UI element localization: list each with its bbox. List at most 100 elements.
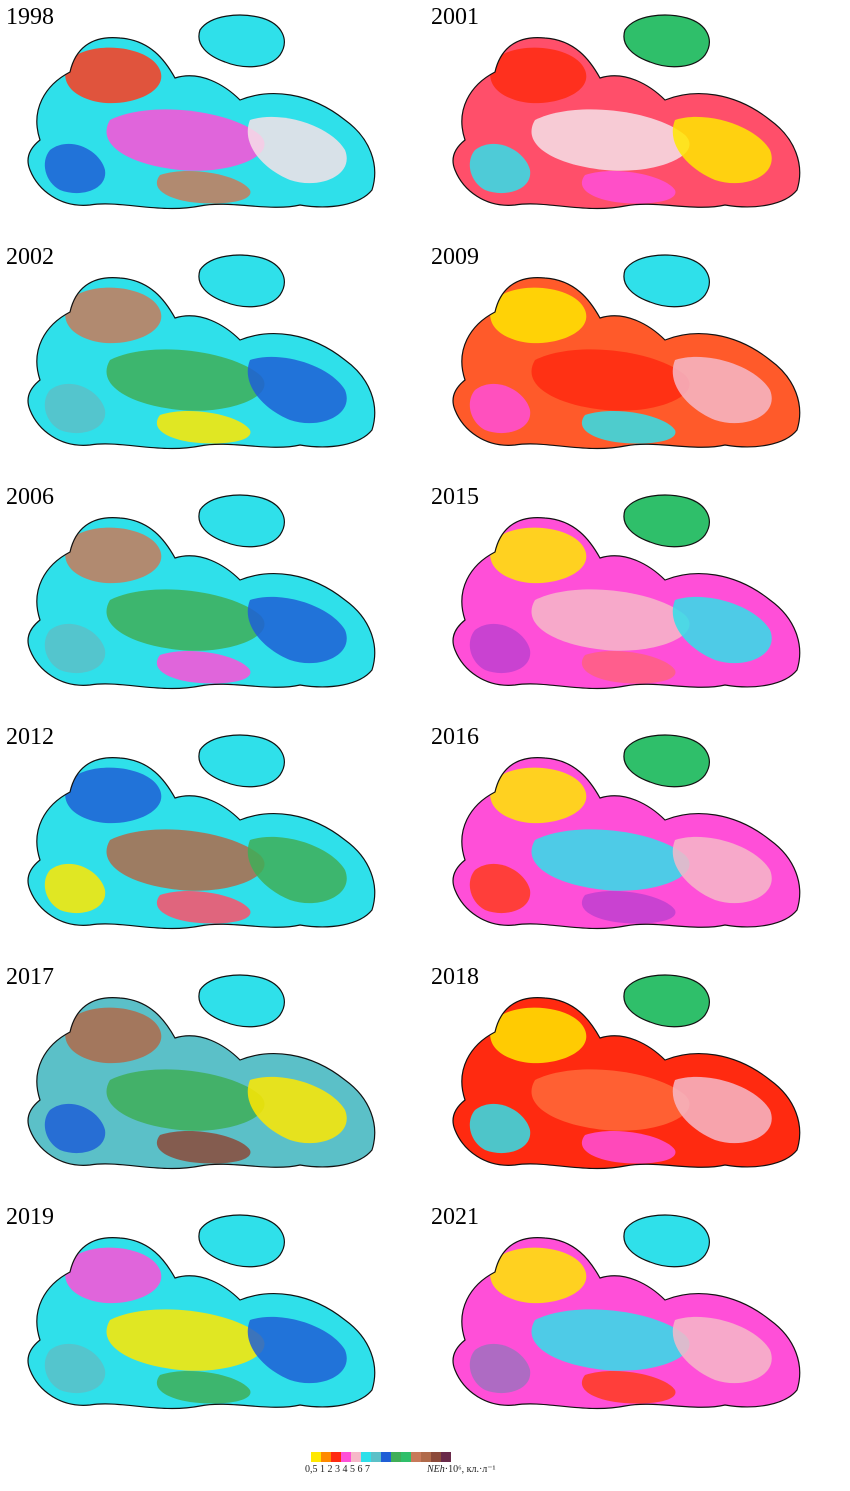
concentration-patch bbox=[44, 1343, 106, 1394]
concentration-patch bbox=[490, 767, 587, 824]
legend-swatch bbox=[421, 1452, 431, 1462]
concentration-patch bbox=[156, 170, 251, 204]
concentration-patch bbox=[581, 1130, 676, 1164]
map-panel-2012: 2012 bbox=[0, 720, 425, 960]
legend-swatch bbox=[331, 1452, 341, 1462]
year-label: 2012 bbox=[6, 724, 54, 750]
concentration-patch bbox=[469, 1103, 531, 1154]
black-sea-map bbox=[452, 734, 801, 930]
concentration-patch bbox=[490, 287, 587, 344]
concentration-patch bbox=[247, 116, 347, 184]
concentration-patch bbox=[531, 349, 690, 411]
map-grid: 1998 2001 2002 2009 2006 2015 2012 2016 2017 2018… bbox=[0, 0, 850, 1410]
legend-tick-labels: 0,5 1 2 3 4 5 6 7 bbox=[305, 1464, 370, 1475]
concentration-patch bbox=[247, 1076, 347, 1144]
sea-of-azov bbox=[623, 254, 710, 308]
concentration-patch bbox=[44, 1103, 106, 1154]
coastline bbox=[27, 757, 376, 930]
concentration-patch bbox=[247, 836, 347, 904]
legend-swatch bbox=[431, 1452, 441, 1462]
legend-swatch bbox=[401, 1452, 411, 1462]
coastline bbox=[27, 997, 376, 1170]
concentration-patch bbox=[581, 410, 676, 444]
concentration-patch bbox=[106, 1309, 265, 1371]
color-legend: 0,5 1 2 3 4 5 6 7 NEh·10⁶, кл.·л⁻¹ bbox=[305, 1450, 565, 1486]
sea-of-azov bbox=[623, 974, 710, 1028]
year-label: 2009 bbox=[431, 244, 479, 270]
concentration-patch bbox=[156, 1370, 251, 1404]
concentration-patch bbox=[65, 1247, 162, 1304]
concentration-patch bbox=[490, 1247, 587, 1304]
concentration-patch bbox=[65, 1007, 162, 1064]
concentration-patch bbox=[156, 1130, 251, 1164]
year-label: 2021 bbox=[431, 1204, 479, 1230]
coastline bbox=[27, 37, 376, 210]
map-panel-2006: 2006 bbox=[0, 480, 425, 720]
concentration-patch bbox=[247, 596, 347, 664]
concentration-patch bbox=[581, 1370, 676, 1404]
map-panel-2002: 2002 bbox=[0, 240, 425, 480]
sea-of-azov bbox=[623, 1214, 710, 1268]
black-sea-map bbox=[452, 1214, 801, 1410]
concentration-patch bbox=[672, 596, 772, 664]
black-sea-map bbox=[452, 494, 801, 690]
map-panel-2009: 2009 bbox=[425, 240, 850, 480]
year-label: 2019 bbox=[6, 1204, 54, 1230]
year-label: 2006 bbox=[6, 484, 54, 510]
concentration-patch bbox=[65, 47, 162, 104]
sea-of-azov bbox=[198, 734, 285, 788]
concentration-patch bbox=[106, 349, 265, 411]
concentration-patch bbox=[672, 1316, 772, 1384]
coastline bbox=[452, 37, 801, 210]
concentration-patch bbox=[531, 1309, 690, 1371]
black-sea-map bbox=[27, 254, 376, 450]
concentration-patch bbox=[44, 383, 106, 434]
coastline bbox=[452, 997, 801, 1170]
black-sea-map bbox=[27, 14, 376, 210]
sea-of-azov bbox=[198, 494, 285, 548]
sea-of-azov bbox=[623, 494, 710, 548]
concentration-patch bbox=[106, 1069, 265, 1131]
sea-of-azov bbox=[623, 14, 710, 68]
map-panel-2015: 2015 bbox=[425, 480, 850, 720]
legend-swatch bbox=[341, 1452, 351, 1462]
concentration-patch bbox=[44, 623, 106, 674]
legend-units-suffix: ·10⁶, кл.·л⁻¹ bbox=[444, 1464, 496, 1475]
concentration-patch bbox=[247, 356, 347, 424]
map-panel-2018: 2018 bbox=[425, 960, 850, 1200]
sea-of-azov bbox=[198, 254, 285, 308]
legend-swatch bbox=[311, 1452, 321, 1462]
year-label: 2018 bbox=[431, 964, 479, 990]
concentration-patch bbox=[106, 109, 265, 171]
sea-of-azov bbox=[198, 1214, 285, 1268]
legend-color-bar bbox=[311, 1452, 451, 1462]
map-panel-2001: 2001 bbox=[425, 0, 850, 240]
legend-swatch bbox=[411, 1452, 421, 1462]
concentration-patch bbox=[469, 143, 531, 194]
year-label: 1998 bbox=[6, 4, 54, 30]
legend-swatch bbox=[381, 1452, 391, 1462]
concentration-patch bbox=[469, 1343, 531, 1394]
concentration-patch bbox=[531, 1069, 690, 1131]
black-sea-map bbox=[27, 1214, 376, 1410]
year-label: 2001 bbox=[431, 4, 479, 30]
coastline bbox=[452, 1237, 801, 1410]
coastline bbox=[27, 1237, 376, 1410]
concentration-patch bbox=[469, 383, 531, 434]
coastline bbox=[452, 517, 801, 690]
coastline bbox=[452, 277, 801, 450]
legend-swatch bbox=[351, 1452, 361, 1462]
concentration-patch bbox=[581, 650, 676, 684]
concentration-patch bbox=[672, 1076, 772, 1144]
concentration-patch bbox=[156, 890, 251, 924]
concentration-patch bbox=[581, 890, 676, 924]
concentration-patch bbox=[581, 170, 676, 204]
concentration-patch bbox=[469, 623, 531, 674]
coastline bbox=[27, 277, 376, 450]
year-label: 2016 bbox=[431, 724, 479, 750]
concentration-patch bbox=[44, 143, 106, 194]
black-sea-map bbox=[452, 254, 801, 450]
sea-of-azov bbox=[198, 14, 285, 68]
black-sea-map bbox=[27, 734, 376, 930]
concentration-patch bbox=[65, 527, 162, 584]
